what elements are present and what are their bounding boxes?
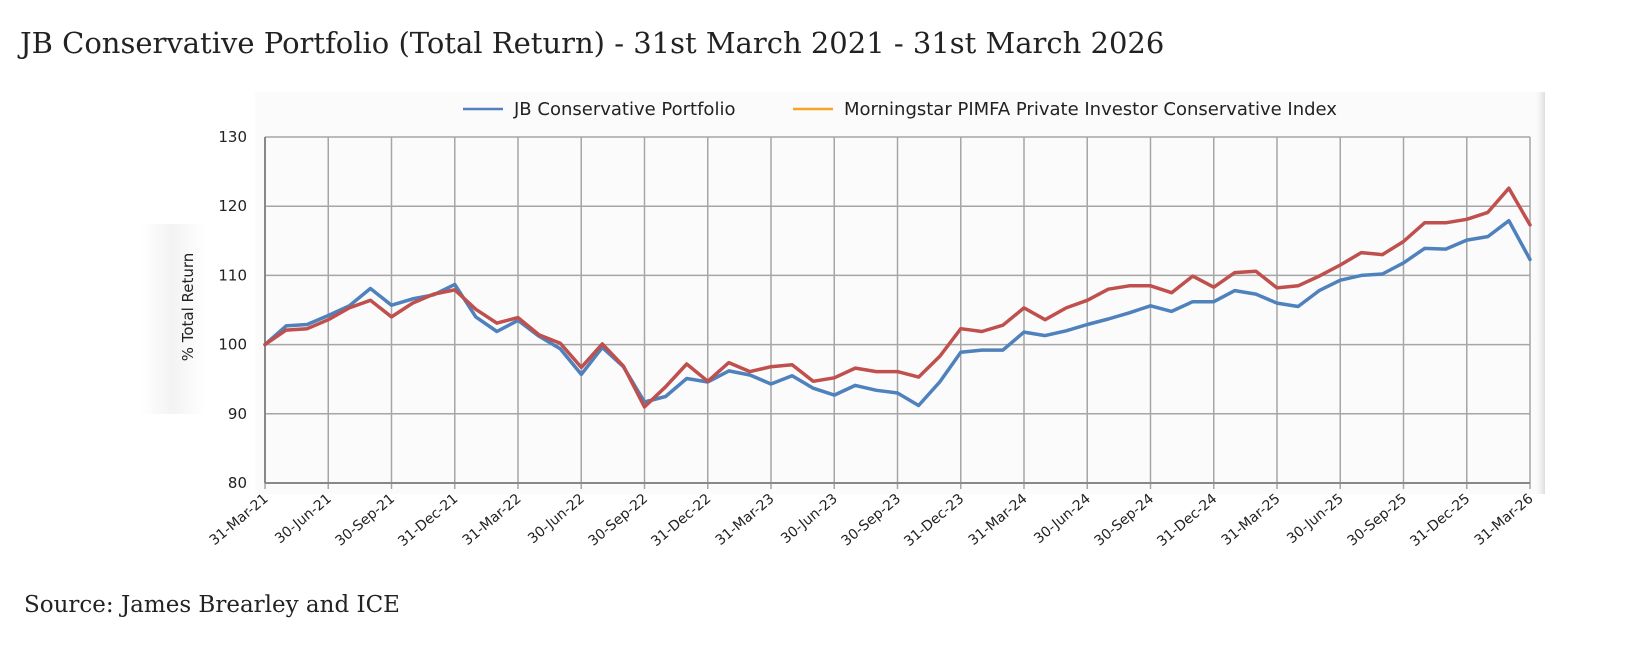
legend-index-label: Morningstar PIMFA Private Investor Conse… xyxy=(844,99,1337,120)
chart-title: JB Conservative Portfolio (Total Return)… xyxy=(20,26,1165,60)
x-tick-label: 31-Mar-23 xyxy=(713,491,778,549)
x-tick-label: 30-Sep-23 xyxy=(839,491,905,550)
y-tick-label: 80 xyxy=(228,474,247,492)
y-axis-label-backdrop xyxy=(140,224,206,414)
x-tick-label: 30-Sep-25 xyxy=(1345,491,1411,550)
x-tick-label: 31-Dec-22 xyxy=(648,491,714,550)
legend: JB Conservative Portfolio Morningstar PI… xyxy=(463,99,1337,120)
x-tick-label: 31-Mar-22 xyxy=(460,491,525,549)
x-tick-label: 30-Jun-21 xyxy=(272,491,335,547)
x-tick-label: 31-Mar-26 xyxy=(1472,491,1537,549)
x-tick-label: 31-Mar-25 xyxy=(1219,491,1284,549)
x-tick-label: 30-Jun-22 xyxy=(525,491,588,547)
x-tick-label: 30-Jun-25 xyxy=(1284,491,1347,547)
x-tick-label: 30-Sep-21 xyxy=(333,491,399,550)
y-tick-label: 130 xyxy=(218,128,247,146)
y-tick-label: 120 xyxy=(218,197,247,215)
chart-frame-backdrop xyxy=(255,92,1545,494)
source-note: Source: James Brearley and ICE xyxy=(24,592,400,618)
x-tick-label: 30-Sep-24 xyxy=(1092,491,1158,550)
x-tick-label: 31-Mar-24 xyxy=(966,491,1031,549)
x-tick-label: 31-Dec-25 xyxy=(1407,491,1473,550)
x-tick-label: 30-Jun-24 xyxy=(1031,491,1094,547)
x-tick-label: 30-Jun-23 xyxy=(778,491,841,547)
gridlines xyxy=(264,136,1531,489)
chart-frame-edge xyxy=(1533,92,1545,494)
x-tick-label: 30-Sep-22 xyxy=(586,491,652,550)
y-axis-label: % Total Return xyxy=(179,253,197,362)
y-tick-label: 100 xyxy=(218,336,247,354)
y-tick-label: 90 xyxy=(228,405,247,423)
legend-portfolio-label: JB Conservative Portfolio xyxy=(513,99,735,120)
x-tick-label: 31-Dec-24 xyxy=(1154,491,1220,550)
x-tick-label: 31-Mar-21 xyxy=(207,491,272,549)
index-line xyxy=(263,186,1532,409)
x-tick-labels: 31-Mar-21 30-Jun-2130-Sep-2131-Dec-2131-M… xyxy=(207,491,1537,550)
y-tick-labels: 80 90 100 110 120 130 xyxy=(218,128,247,492)
x-tick-label: 31-Dec-21 xyxy=(395,491,461,550)
portfolio-line xyxy=(263,218,1532,408)
series-lines xyxy=(263,186,1532,409)
x-tick-label: 31-Dec-23 xyxy=(901,491,967,550)
y-tick-label: 110 xyxy=(218,266,247,284)
